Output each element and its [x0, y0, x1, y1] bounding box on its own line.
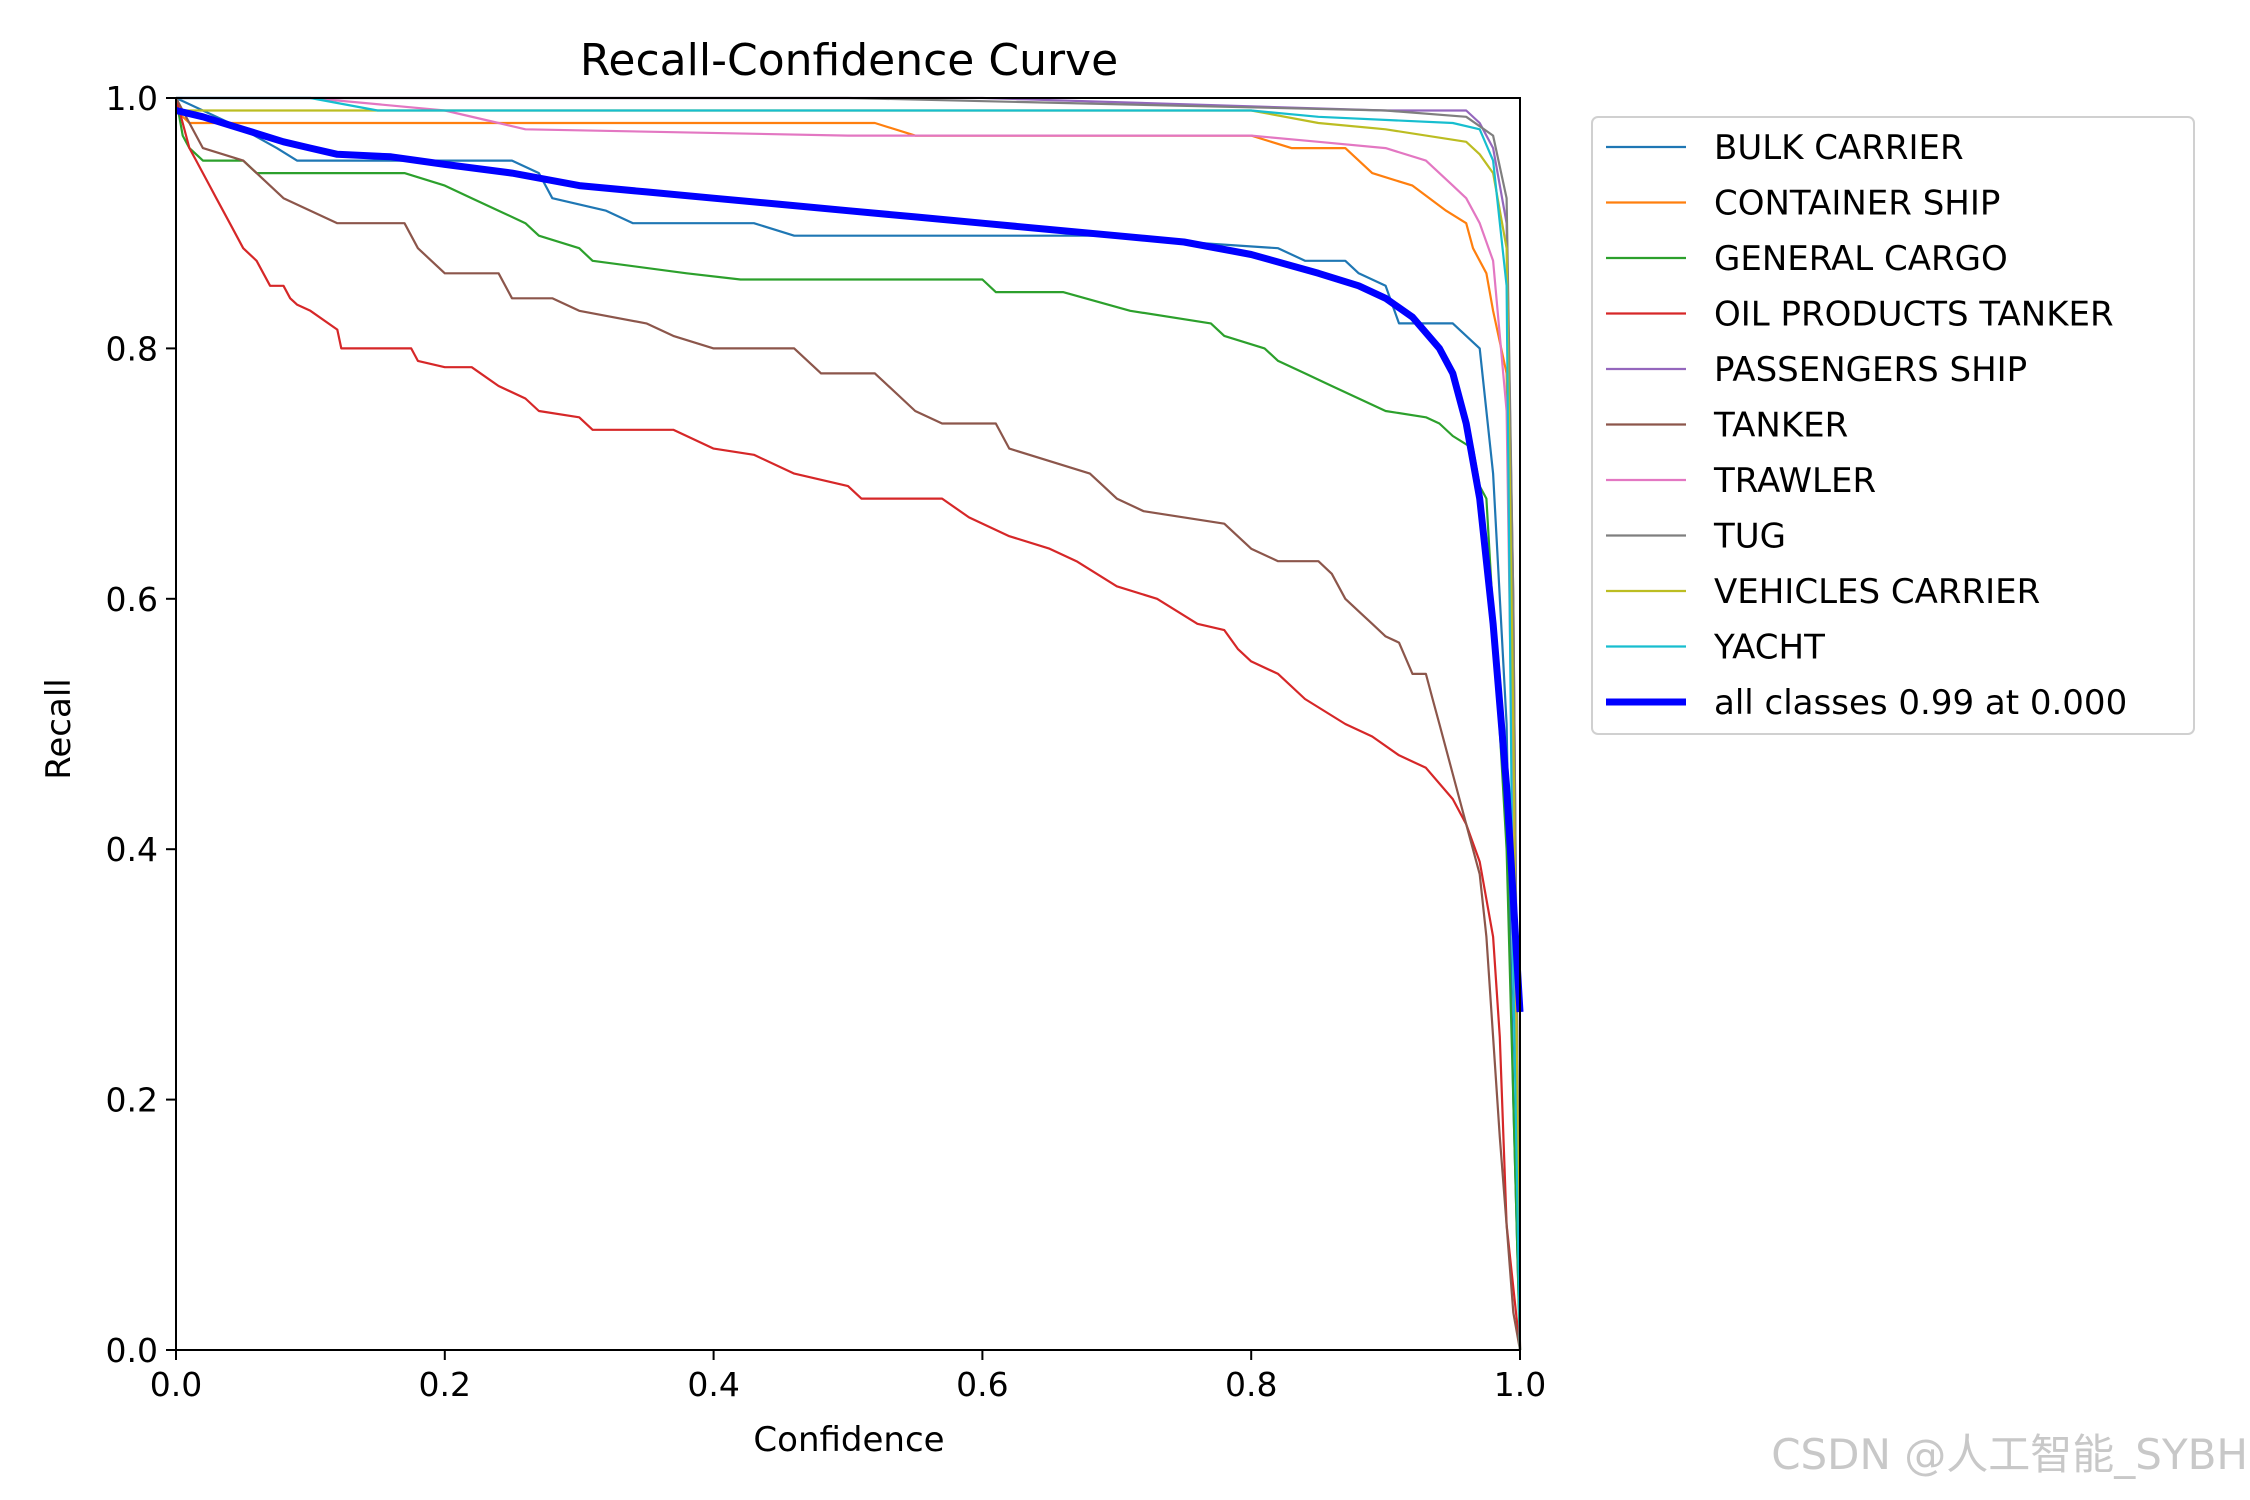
- legend-label-4: PASSENGERS SHIP: [1714, 350, 2027, 390]
- series-line-9: [176, 96, 1522, 1351]
- legend: BULK CARRIER CONTAINER SHIP GENERAL CARGO O…: [1591, 116, 2195, 735]
- legend-label-7: TUG: [1713, 517, 1786, 557]
- plot-frame: [175, 97, 1521, 1351]
- y-tick-label: 0.6: [106, 580, 158, 619]
- watermark-text: CSDN @人工智能_SYBH: [1771, 1430, 2248, 1479]
- series-line-2: [174, 97, 1522, 1351]
- series-line-6: [176, 96, 1522, 1351]
- series-line-1: [175, 109, 1522, 1351]
- legend-label-8: VEHICLES CARRIER: [1714, 572, 2040, 612]
- x-tick-label: 0.6: [956, 1365, 1008, 1404]
- legend-label-6: TRAWLER: [1713, 461, 1876, 501]
- series-line-4: [176, 96, 1522, 1351]
- x-tick-label: 0.2: [419, 1365, 471, 1404]
- legend-label-1: CONTAINER SHIP: [1714, 184, 2000, 224]
- y-tick-label: 0.4: [106, 830, 158, 869]
- x-tick-label: 0.8: [1225, 1365, 1277, 1404]
- x-tick-label: 0.0: [150, 1365, 202, 1404]
- y-tick-label: 0.2: [106, 1081, 158, 1120]
- axes: 0.0 0.2 0.4 0.6 0.8 1.0 0.0 0.2 0.4 0.6 0.8 1.0: [106, 79, 1547, 1404]
- series-line-8: [176, 109, 1522, 1351]
- series-line-5: [175, 97, 1522, 1351]
- legend-label-9: YACHT: [1713, 628, 1825, 668]
- legend-box: [1591, 116, 2195, 735]
- y-tick-label: 0.0: [106, 1331, 158, 1370]
- x-tick-label: 1.0: [1494, 1365, 1546, 1404]
- chart-title: Recall-Confidence Curve: [580, 35, 1118, 86]
- series-line-0: [175, 97, 1522, 1351]
- legend-label-5: TANKER: [1713, 406, 1848, 446]
- x-tick-label: 0.4: [687, 1365, 739, 1404]
- series-line-10: [175, 107, 1524, 1013]
- legend-label-0: BULK CARRIER: [1714, 128, 1964, 168]
- plot-area: [174, 96, 1524, 1351]
- series-line-3: [174, 97, 1522, 1351]
- y-tick-label: 0.8: [106, 329, 158, 368]
- series-line-7: [176, 96, 1522, 1351]
- x-axis-label: Confidence: [753, 1420, 944, 1460]
- y-tick-label: 1.0: [106, 79, 158, 118]
- legend-label-2: GENERAL CARGO: [1714, 239, 2008, 279]
- legend-label-3: OIL PRODUCTS TANKER: [1714, 295, 2114, 335]
- y-axis-label: Recall: [39, 678, 79, 779]
- legend-label-10: all classes 0.99 at 0.000: [1714, 683, 2127, 723]
